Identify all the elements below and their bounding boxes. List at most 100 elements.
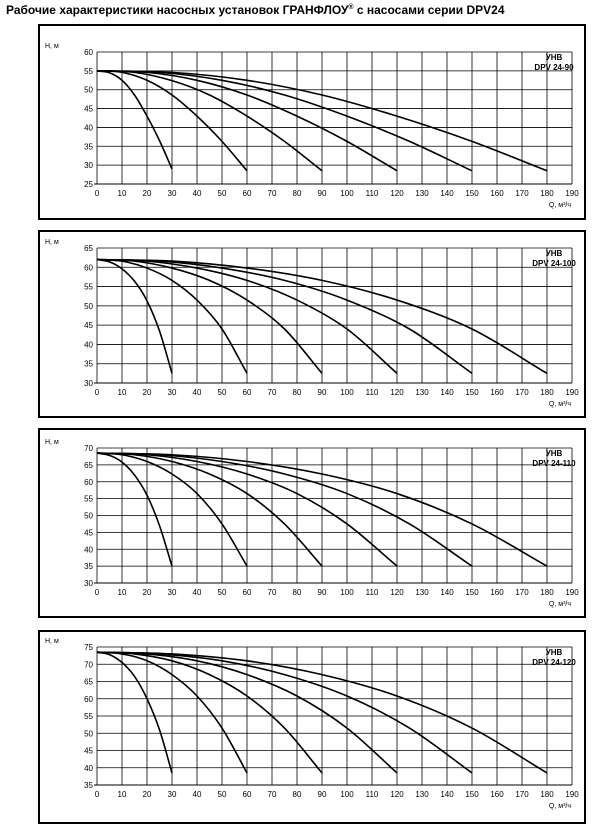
y-tick-label: 55: [84, 712, 93, 721]
y-tick-label: 45: [84, 321, 93, 330]
x-tick-label: 150: [465, 388, 479, 397]
x-tick-label: 140: [440, 588, 454, 597]
chart-svg: 0 10 20 30 40 50 60 70 80 90 100 110 120 130 140 150 160…: [45, 239, 579, 408]
x-tick-label: 190: [565, 189, 579, 198]
x-tick-label: 160: [490, 790, 504, 799]
x-tick-label: 50: [218, 189, 227, 198]
pump-curve-6: [96, 651, 548, 774]
x-axis-label: Q, м³/ч: [549, 202, 571, 209]
y-tick-label: 40: [84, 123, 93, 132]
chart-panel-dpv-24-120: 0 10 20 30 40 50 60 70 80 90 100 110 120 130 140 150 160…: [38, 630, 586, 824]
x-tick-label: 70: [268, 790, 277, 799]
pump-curve-1: [96, 70, 173, 170]
x-tick-label: 80: [293, 189, 302, 198]
x-tick-label: 80: [293, 790, 302, 799]
x-tick-label: 160: [490, 388, 504, 397]
x-tick-label: 190: [565, 388, 579, 397]
y-tick-label: 45: [84, 747, 93, 756]
y-tick-label: 60: [84, 263, 93, 272]
model-label-name: DPV 24-90: [534, 63, 574, 72]
x-tick-label: 120: [390, 790, 404, 799]
x-tick-label: 30: [168, 588, 177, 597]
x-tick-label: 50: [218, 388, 227, 397]
grid: [96, 51, 573, 185]
x-tick-label: 110: [366, 388, 379, 397]
model-label-prefix: УНВ: [546, 249, 563, 258]
x-tick-label: 60: [243, 790, 252, 799]
x-tick-label: 120: [390, 388, 404, 397]
x-tick-label: 90: [318, 790, 327, 799]
x-axis-label: Q, м³/ч: [549, 401, 571, 408]
grid: [96, 247, 573, 384]
y-axis-label: Н, м: [45, 239, 59, 246]
y-axis-label: Н, м: [45, 439, 59, 446]
model-label-name: DPV 24-110: [532, 459, 576, 468]
y-tick-label: 55: [84, 283, 93, 292]
chart-panel-dpv-24-100: 0 10 20 30 40 50 60 70 80 90 100 110 120 130 140 150 160…: [38, 230, 586, 418]
x-tick-label: 130: [415, 790, 429, 799]
chart-svg: 0 10 20 30 40 50 60 70 80 90 100 110 120 130 140 150 160…: [45, 43, 579, 209]
y-tick-label: 60: [84, 695, 93, 704]
x-tick-label: 180: [540, 588, 554, 597]
y-tick-label: 35: [84, 562, 93, 571]
x-tick-label: 20: [143, 388, 152, 397]
x-tick-label: 70: [268, 189, 277, 198]
x-tick-label: 10: [118, 189, 127, 198]
x-tick-label: 100: [340, 189, 354, 198]
grid: [96, 646, 573, 786]
pump-curve-1: [96, 651, 173, 774]
x-tick-label: 90: [318, 388, 327, 397]
x-tick-label: 170: [515, 388, 529, 397]
x-tick-label: 140: [440, 189, 454, 198]
x-tick-label: 180: [540, 790, 554, 799]
y-tick-label: 35: [84, 781, 93, 790]
y-tick-label: 30: [84, 379, 93, 388]
x-tick-label: 110: [366, 790, 379, 799]
y-tick-label: 70: [84, 660, 93, 669]
x-tick-label: 190: [565, 588, 579, 597]
x-tick-label: 150: [465, 189, 479, 198]
x-tick-label: 110: [366, 189, 379, 198]
x-tick-label: 80: [293, 388, 302, 397]
pump-curve-6: [96, 70, 548, 172]
x-tick-label: 170: [515, 189, 529, 198]
x-tick-label: 30: [168, 189, 177, 198]
x-tick-label: 90: [318, 189, 327, 198]
y-axis-label: Н, м: [45, 638, 59, 645]
y-tick-label: 50: [84, 86, 93, 95]
x-tick-label: 0: [95, 388, 100, 397]
pump-curve-2: [96, 452, 248, 567]
registered-mark: ®: [348, 4, 354, 11]
x-tick-label: 140: [440, 790, 454, 799]
x-tick-label: 180: [540, 189, 554, 198]
x-tick-label: 60: [243, 588, 252, 597]
x-tick-label: 80: [293, 588, 302, 597]
page-title: Рабочие характеристики насосных установо…: [6, 3, 505, 17]
model-label-prefix: УНВ: [546, 53, 563, 62]
x-tick-label: 0: [95, 790, 100, 799]
x-tick-label: 110: [366, 588, 379, 597]
x-tick-label: 170: [515, 588, 529, 597]
y-tick-label: 45: [84, 528, 93, 537]
chart-svg: 0 10 20 30 40 50 60 70 80 90 100 110 120 130 140 150 160…: [45, 638, 579, 810]
y-tick-label: 70: [84, 444, 93, 453]
y-tick-label: 40: [84, 545, 93, 554]
y-tick-label: 65: [84, 678, 93, 687]
x-tick-label: 130: [415, 388, 429, 397]
y-tick-label: 50: [84, 302, 93, 311]
x-tick-label: 40: [193, 388, 202, 397]
x-tick-label: 190: [565, 790, 579, 799]
model-label-name: DPV 24-120: [532, 658, 576, 667]
y-axis-label: Н, м: [45, 43, 59, 50]
y-tick-label: 40: [84, 764, 93, 773]
x-tick-label: 20: [143, 588, 152, 597]
pump-curve-6: [96, 258, 548, 375]
x-tick-label: 120: [390, 588, 404, 597]
y-tick-label: 25: [84, 180, 93, 189]
x-tick-label: 30: [168, 790, 177, 799]
y-tick-label: 35: [84, 142, 93, 151]
x-tick-label: 20: [143, 790, 152, 799]
pump-curve-5: [96, 70, 473, 172]
x-tick-label: 30: [168, 388, 177, 397]
y-tick-label: 50: [84, 512, 93, 521]
